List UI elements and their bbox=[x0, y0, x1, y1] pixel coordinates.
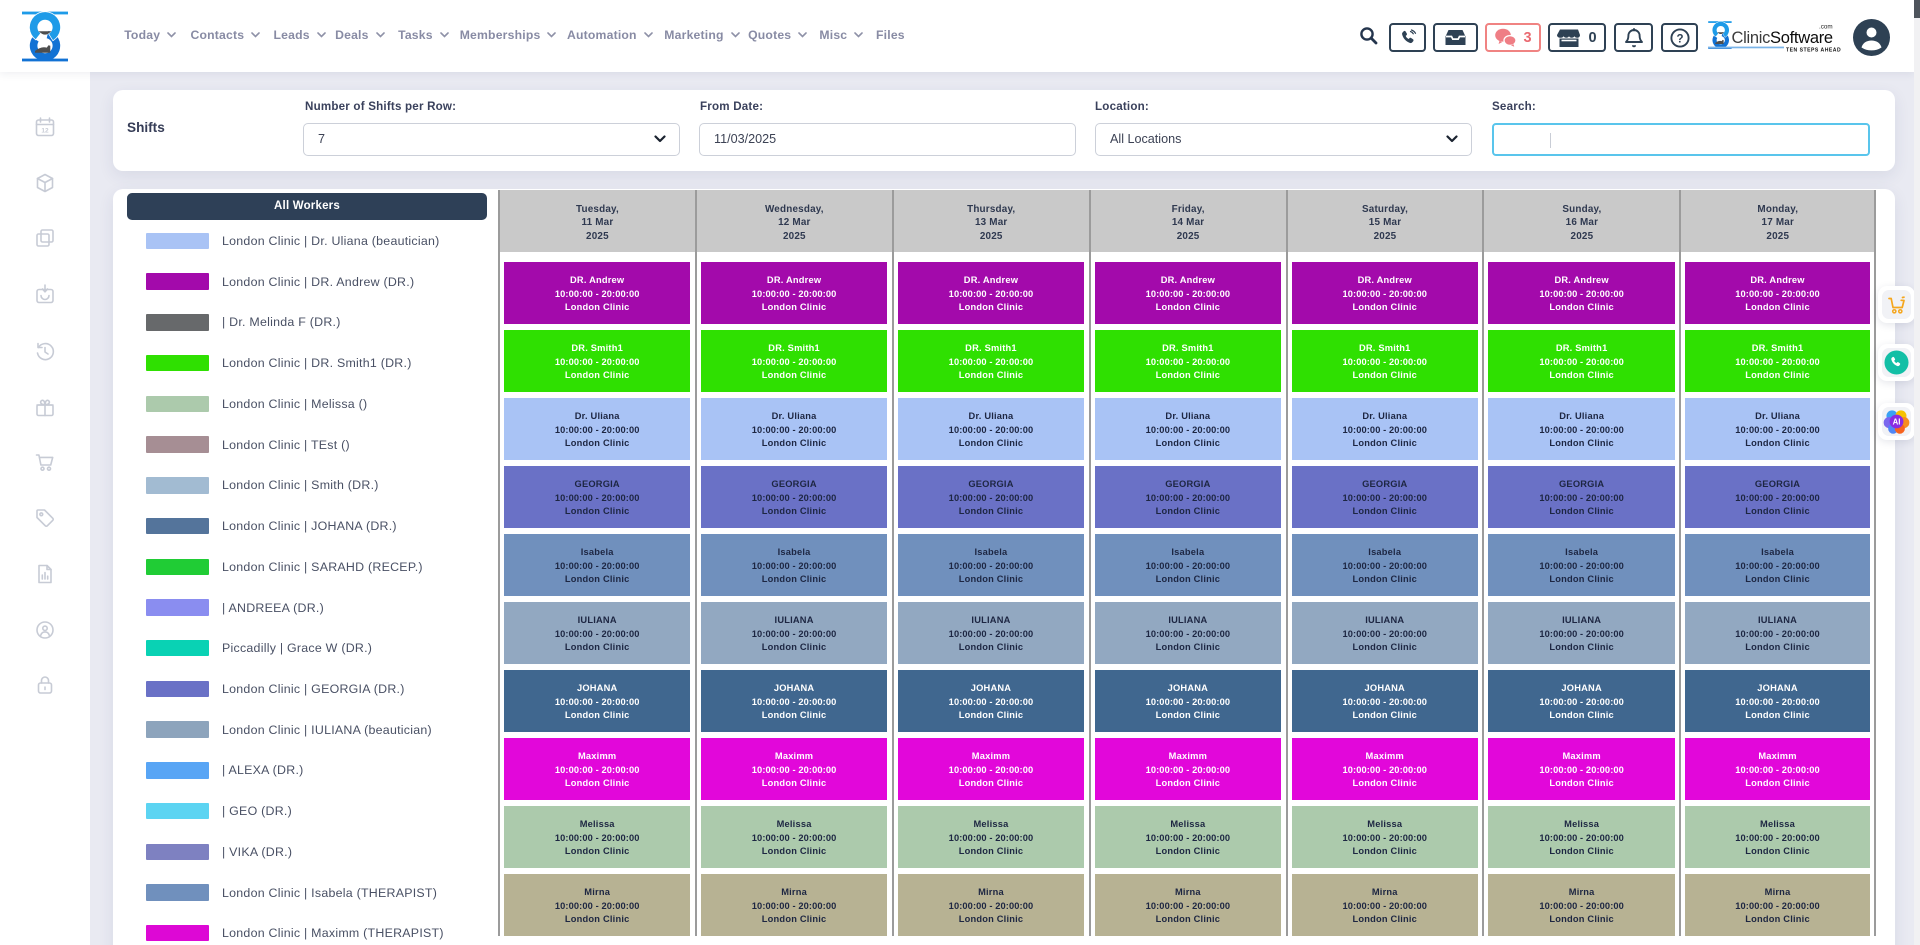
svg-text:AI: AI bbox=[1893, 418, 1901, 427]
svg-text:.com: .com bbox=[1819, 24, 1833, 31]
svg-text:12: 12 bbox=[41, 128, 49, 135]
svg-text:TEN STEPS AHEAD: TEN STEPS AHEAD bbox=[1786, 47, 1841, 52]
svg-text:?: ? bbox=[1676, 33, 1683, 45]
svg-text:ClinicSoftware: ClinicSoftware bbox=[1732, 29, 1833, 47]
